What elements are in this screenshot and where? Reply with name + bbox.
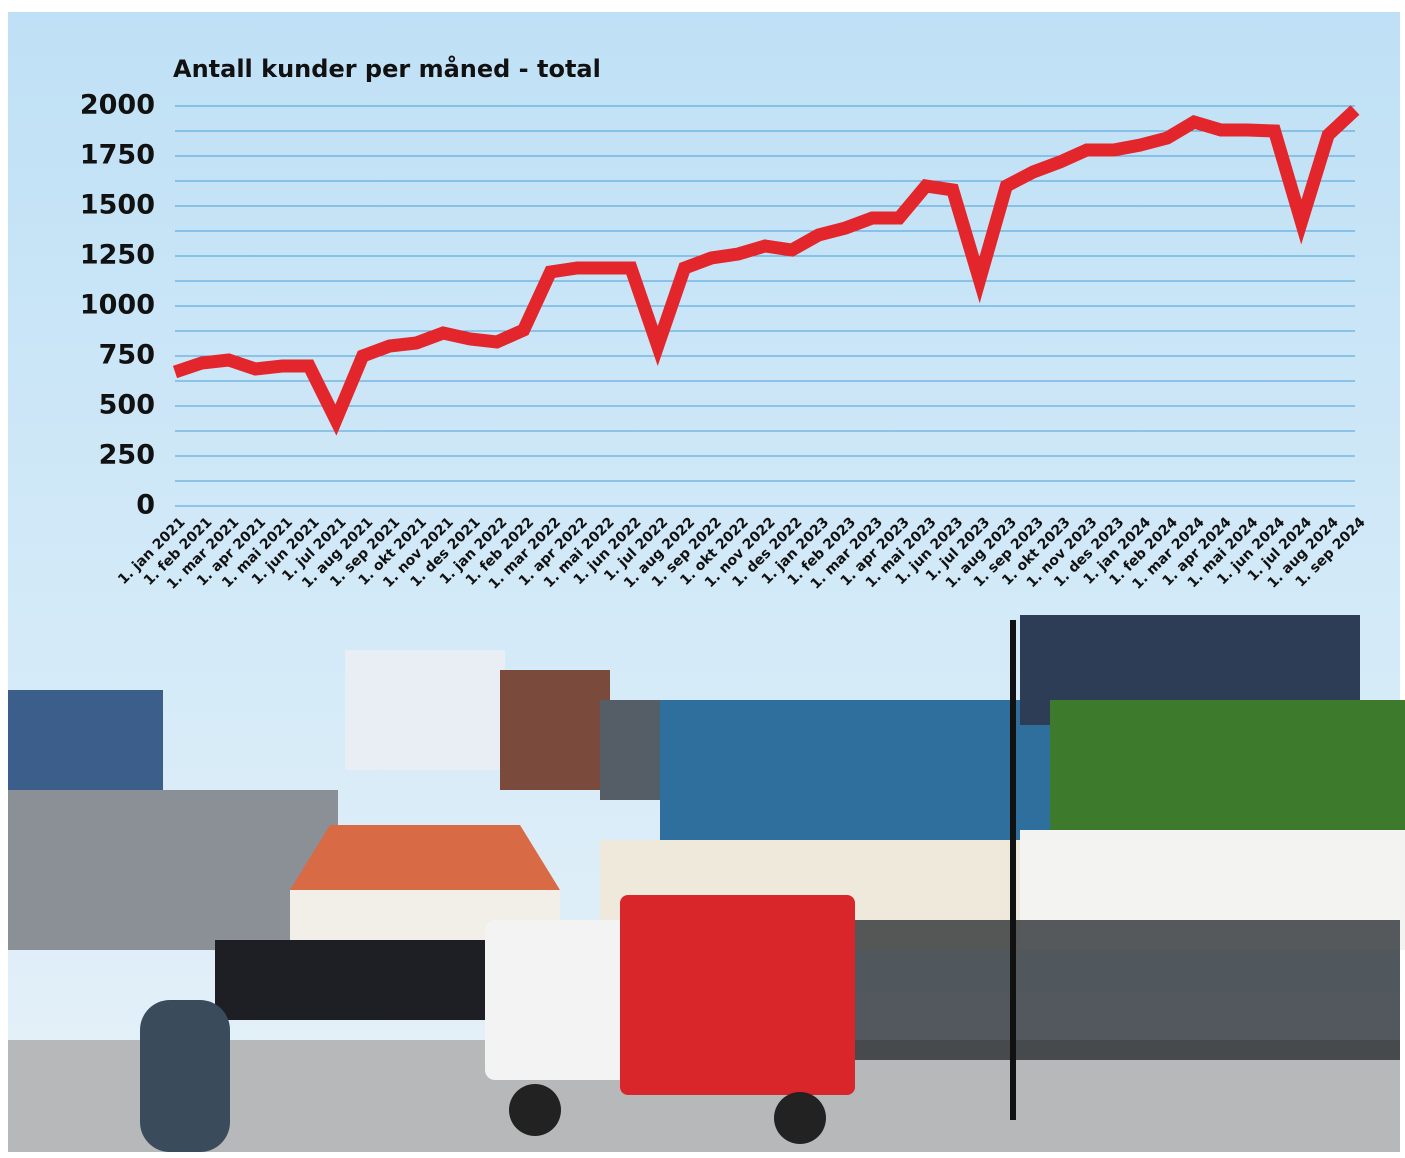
- y-tick-label: 1000: [80, 290, 155, 321]
- y-tick-label: 750: [99, 340, 155, 371]
- y-tick-label: 1500: [80, 190, 155, 221]
- chart-title: Antall kunder per måned - total: [173, 54, 601, 83]
- y-tick-label: 1750: [80, 140, 155, 171]
- y-tick-label: 250: [99, 440, 155, 471]
- y-tick-label: 0: [136, 490, 155, 521]
- y-tick-label: 2000: [80, 90, 155, 121]
- chart: Antall kunder per måned - total 0 250 500 7…: [0, 0, 1405, 1158]
- y-tick-label: 1250: [80, 240, 155, 271]
- y-tick-label: 500: [99, 390, 155, 421]
